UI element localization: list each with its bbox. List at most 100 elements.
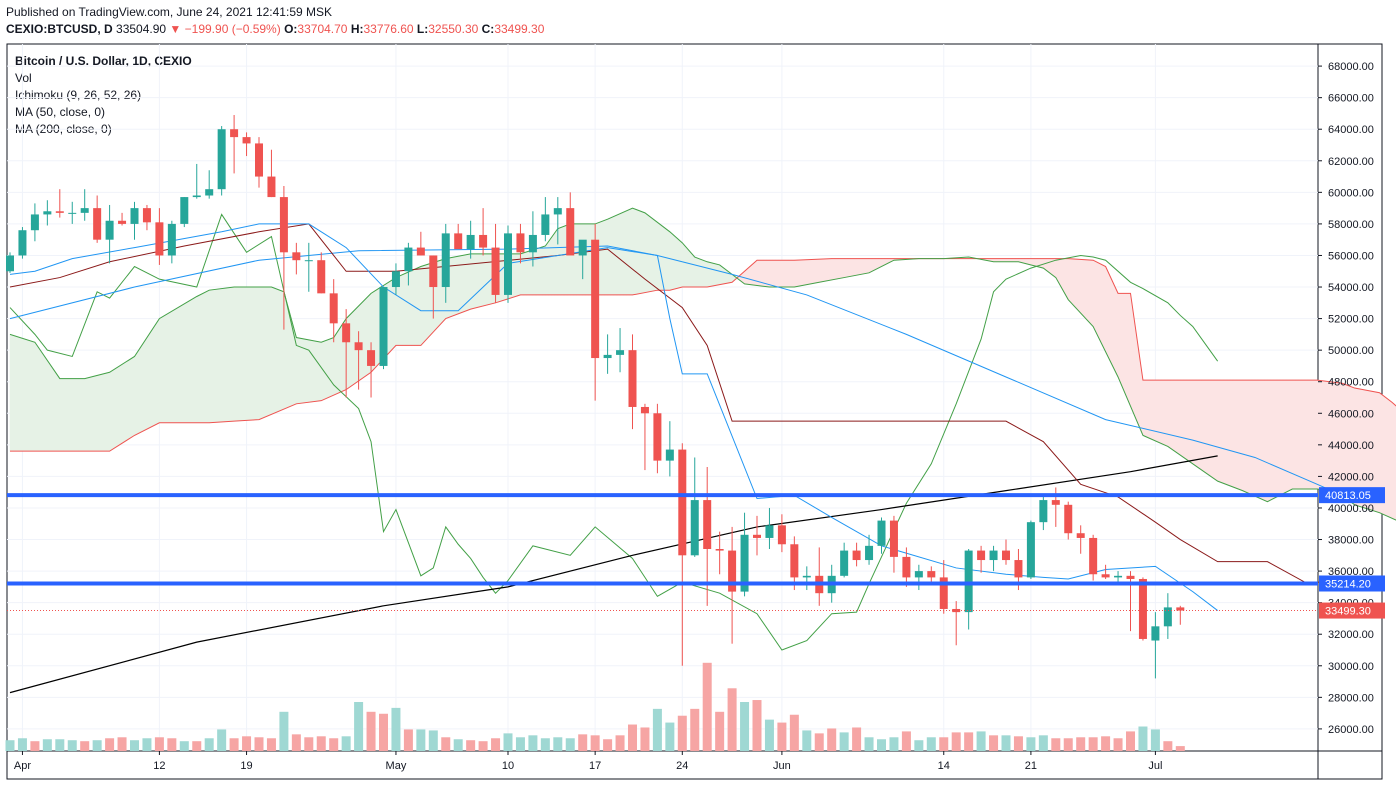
candle-body	[603, 354, 612, 359]
volume-bar	[1101, 736, 1111, 751]
cloud-segment	[666, 228, 671, 291]
cloud-segment	[1391, 401, 1396, 521]
leading-span-b-line	[10, 258, 1396, 452]
candle-body	[504, 233, 512, 295]
volume-bar	[864, 737, 874, 751]
volume-bar	[441, 737, 451, 751]
legend-item-vol[interactable]: Vol	[15, 71, 32, 85]
volume-bar	[1175, 746, 1185, 751]
cloud-segment	[1176, 379, 1181, 456]
published-line: Published on TradingView.com, June 24, 2…	[6, 5, 332, 19]
indicator-lines	[9, 207, 1396, 694]
candle-body	[304, 260, 313, 262]
volume-bar	[55, 739, 65, 751]
candle-body	[167, 223, 176, 256]
cloud-segment	[314, 340, 319, 402]
volume-bar	[951, 732, 961, 751]
cloud-segment	[75, 378, 79, 452]
cloud-segment	[149, 327, 154, 428]
candle-body	[952, 608, 961, 613]
cloud-segment	[274, 287, 278, 414]
x-tick-label: 12	[153, 760, 165, 772]
volume-bar	[17, 738, 27, 751]
cloud-segment	[818, 258, 823, 283]
y-tick-label: 32000.00	[1328, 629, 1374, 641]
legend-item-ma50[interactable]: MA (50, close, 0)	[15, 105, 106, 119]
symbol-label: CEXIO:BTCUSD, D	[6, 22, 113, 36]
candle-body	[902, 556, 911, 578]
volume-bar	[130, 740, 139, 751]
cloud-segment	[859, 258, 864, 275]
cloud-segment	[401, 272, 406, 346]
price-axis[interactable]: 26000.0028000.0030000.0032000.0034000.00…	[1318, 61, 1385, 736]
volume-bar	[503, 733, 513, 751]
cloud-segment	[1385, 396, 1390, 518]
volume-bar	[727, 688, 737, 751]
cloud-segment	[37, 345, 42, 452]
series-title: Bitcoin / U.S. Dollar, 1D, CEXIO	[15, 54, 192, 68]
x-tick-label: May	[386, 760, 407, 772]
volume-bar	[291, 734, 301, 751]
candle-body	[715, 549, 724, 551]
volume-bar	[466, 740, 476, 751]
cloud-segment	[794, 259, 798, 288]
volume-bar	[715, 711, 725, 751]
cloud-segment	[706, 261, 711, 288]
x-tick-label: 17	[589, 760, 601, 772]
candle-body	[1138, 578, 1147, 639]
level-tag: 40813.05	[1319, 487, 1385, 504]
cloud-segment	[420, 265, 425, 347]
candle-body	[1039, 500, 1048, 523]
cloud-segment	[1095, 261, 1100, 340]
indicator-legend: Bitcoin / U.S. Dollar, 1D, CEXIO Vol Ich…	[15, 53, 192, 138]
cloud-segment	[411, 268, 415, 346]
cloud-segment	[1279, 379, 1284, 496]
cloud-segment	[604, 218, 608, 296]
horizontal-levels[interactable]	[7, 493, 1318, 612]
candle-body	[391, 271, 400, 288]
cloud-segment	[868, 258, 873, 274]
candle-body	[1176, 607, 1185, 611]
candle-body	[454, 233, 463, 250]
volume-bar	[989, 735, 999, 751]
cloud-segment	[834, 258, 839, 280]
cloud-segment	[249, 286, 254, 421]
close-label: C:	[481, 22, 495, 36]
cloud-segment	[551, 232, 555, 296]
cloud-segment	[264, 286, 269, 418]
cloud-segment	[1316, 379, 1321, 490]
open-label: O:	[284, 22, 298, 36]
cloud-segment	[688, 249, 692, 288]
volume-bar	[80, 741, 90, 751]
cloud-segment	[165, 312, 170, 424]
cloud-segment	[560, 225, 565, 296]
cloud-segment	[252, 286, 257, 421]
candle-body	[591, 239, 600, 359]
volume-bar	[852, 727, 862, 751]
cloud-segment	[62, 378, 67, 452]
candle-body	[192, 195, 201, 198]
candle-body	[977, 550, 986, 561]
y-tick-label: 42000.00	[1328, 471, 1374, 483]
cloud-segment	[1313, 379, 1318, 490]
cloud-segment	[1067, 258, 1072, 304]
last-price-tag: 33499.30	[1319, 602, 1385, 619]
cloud-segment	[221, 287, 226, 423]
cloud-segment	[261, 286, 266, 419]
cloud-segment	[159, 316, 163, 424]
cloud-segment	[268, 286, 272, 417]
cloud-segment	[1310, 379, 1315, 490]
volume-bar	[528, 735, 538, 751]
volume-bar	[877, 739, 886, 751]
cloud-segment	[99, 373, 104, 452]
cloud-segment	[1127, 293, 1131, 407]
volume-bar	[453, 739, 463, 751]
legend-item-ichimoku[interactable]: Ichimoku (9, 26, 52, 26)	[15, 88, 142, 102]
volume-bar	[428, 730, 438, 751]
cloud-segment	[1260, 379, 1265, 501]
x-tick-label: Jul	[1148, 760, 1162, 772]
candle-body	[753, 534, 761, 538]
time-axis[interactable]: Apr 12 19 May 10 17 24 Jun 14 21 Jul	[14, 751, 1163, 772]
cloud-segment	[457, 255, 462, 315]
